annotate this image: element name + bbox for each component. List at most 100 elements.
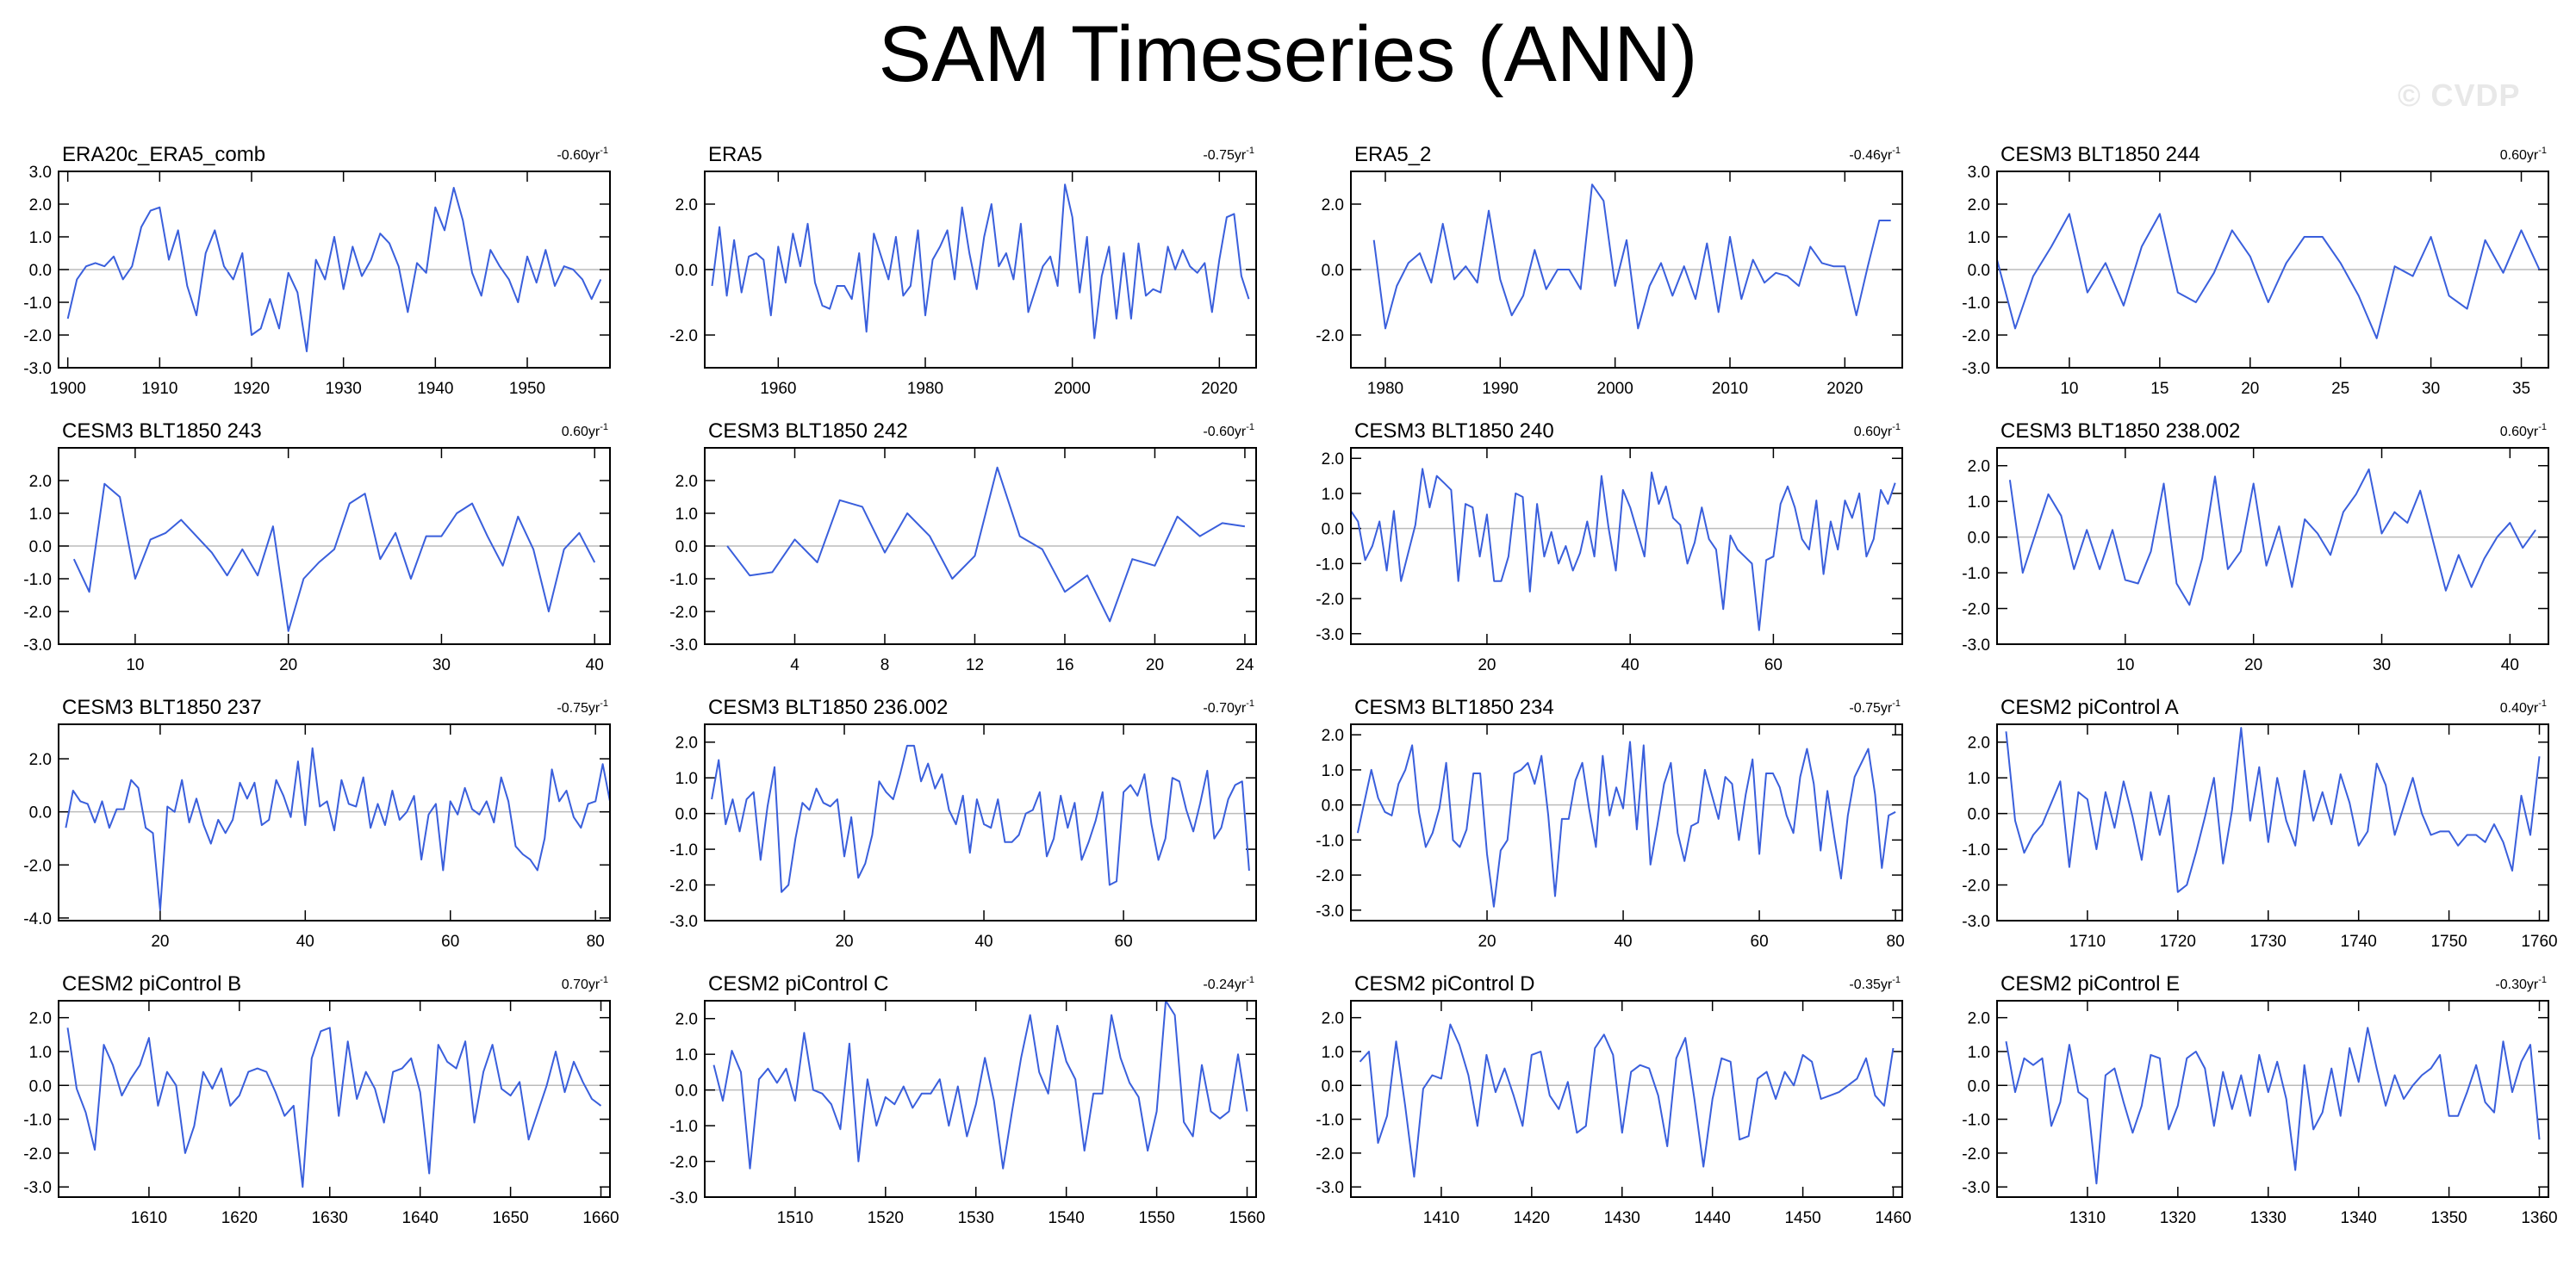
x-tick-label: 25 — [2331, 380, 2349, 398]
trend-label: -0.60yr-1 — [1203, 422, 1254, 439]
x-tick-label: 20 — [1478, 933, 1496, 951]
x-tick-label: 1710 — [2069, 933, 2106, 951]
chart-panel: CESM2 piControl C -0.24yr-1 -3.0 -2.0 -1.0 0.… — [669, 972, 1265, 1227]
y-tick-label: -3.0 — [1962, 1179, 1990, 1197]
y-tick-label: 3.0 — [29, 164, 52, 182]
y-tick-label: 0.0 — [675, 538, 698, 556]
y-tick-label: -2.0 — [669, 878, 698, 896]
plot-frame — [704, 171, 1257, 369]
panel-title: CESM2 piControl B — [62, 972, 241, 996]
y-tick-label: 0.0 — [675, 806, 698, 824]
chart-panel: CESM3 BLT1850 244 0.60yr-1 -3.0 -2.0 -1.0 0.0… — [1962, 143, 2549, 398]
y-tick-label: 0.0 — [1968, 806, 1990, 824]
x-tick-label: 2010 — [1712, 380, 1748, 398]
x-tick-label: 20 — [2244, 656, 2262, 674]
trend-label: -0.60yr-1 — [557, 146, 608, 163]
panel-title: CESM3 BLT1850 244 — [2000, 143, 2200, 166]
x-tick-label: 35 — [2512, 380, 2530, 398]
y-tick-label: -2.0 — [23, 857, 52, 875]
y-tick-label: 1.0 — [1322, 762, 1344, 780]
x-tick-label: 1320 — [2160, 1209, 2196, 1227]
plot-frame — [1996, 171, 2549, 369]
x-tick-label: 1950 — [509, 380, 545, 398]
trend-label: -0.46yr-1 — [1849, 146, 1901, 163]
plot-frame — [1996, 447, 2549, 645]
x-tick-label: 1350 — [2430, 1209, 2467, 1227]
x-tick-label: 40 — [2501, 656, 2519, 674]
y-tick-label: -2.0 — [1316, 867, 1344, 885]
y-tick-label: -2.0 — [1962, 601, 1990, 619]
panel-title: CESM3 BLT1850 242 — [708, 419, 908, 443]
x-tick-label: 20 — [151, 933, 169, 951]
trend-label: 0.60yr-1 — [1854, 422, 1901, 439]
series-line — [1350, 468, 1896, 631]
y-tick-label: -3.0 — [23, 636, 52, 655]
panel-title: CESM3 BLT1850 240 — [1354, 419, 1554, 443]
y-tick-label: -1.0 — [1962, 295, 1990, 313]
series-line — [712, 1000, 1248, 1170]
x-tick-label: 1540 — [1048, 1209, 1085, 1227]
trend-label: -0.24yr-1 — [1203, 975, 1254, 992]
y-tick-label: -2.0 — [1962, 327, 1990, 345]
y-tick-label: 1.0 — [29, 229, 52, 247]
trend-label: 0.60yr-1 — [2500, 422, 2547, 439]
series-line — [726, 466, 1246, 623]
x-tick-label: 30 — [432, 656, 451, 674]
x-tick-label: 20 — [1146, 656, 1164, 674]
x-tick-label: 4 — [790, 656, 800, 674]
panel-title: CESM2 piControl D — [1354, 972, 1534, 996]
x-tick-label: 24 — [1235, 656, 1254, 674]
x-tick-label: 20 — [1478, 656, 1496, 674]
y-tick-label: -2.0 — [23, 327, 52, 345]
y-tick-label: 2.0 — [1968, 1010, 1990, 1028]
series-line — [711, 744, 1250, 893]
plot-frame — [1350, 171, 1903, 369]
y-tick-label: 0.0 — [1322, 797, 1344, 816]
x-tick-label: 1960 — [760, 380, 796, 398]
y-tick-label: 2.0 — [29, 196, 52, 214]
series-line — [72, 482, 596, 632]
panel-title: CESM2 piControl A — [2000, 696, 2179, 719]
x-tick-label: 1610 — [131, 1209, 167, 1227]
x-tick-label: 40 — [586, 656, 604, 674]
x-tick-label: 1410 — [1423, 1209, 1459, 1227]
trend-label: 0.60yr-1 — [2500, 146, 2547, 163]
panel-title: CESM3 BLT1850 238.002 — [2000, 419, 2240, 443]
x-tick-label: 1750 — [2430, 933, 2467, 951]
chart-panel: ERA20c_ERA5_comb -0.60yr-1 -3.0 -2.0 -1.0 0.0… — [23, 143, 611, 398]
y-tick-label: 0.0 — [1322, 521, 1344, 539]
x-tick-label: 40 — [1621, 656, 1640, 674]
y-tick-label: -2.0 — [669, 604, 698, 622]
x-tick-label: 60 — [1751, 933, 1769, 951]
trend-label: -0.75yr-1 — [557, 698, 608, 716]
y-tick-label: -1.0 — [1316, 555, 1344, 574]
x-tick-label: 1340 — [2341, 1209, 2377, 1227]
y-tick-label: 2.0 — [1322, 727, 1344, 745]
y-tick-label: 2.0 — [1322, 1010, 1344, 1028]
chart-panel: CESM2 piControl D -0.35yr-1 -3.0 -2.0 -1.0 0.… — [1316, 972, 1911, 1227]
x-tick-label: 30 — [2422, 380, 2440, 398]
x-tick-label: 1650 — [492, 1209, 528, 1227]
x-tick-label: 10 — [2060, 380, 2078, 398]
plot-frame — [58, 723, 611, 922]
x-tick-label: 2000 — [1055, 380, 1091, 398]
trend-label: -0.70yr-1 — [1203, 698, 1254, 716]
x-tick-label: 1510 — [777, 1209, 813, 1227]
y-tick-label: -3.0 — [23, 360, 52, 378]
plot-frame — [704, 723, 1257, 922]
y-tick-label: 0.0 — [1968, 1077, 1990, 1095]
chart-panel: CESM2 piControl B 0.70yr-1 -3.0 -2.0 -1.0 0.0… — [23, 972, 619, 1227]
x-tick-label: 1430 — [1604, 1209, 1640, 1227]
chart-panel: CESM3 BLT1850 243 0.60yr-1 -3.0 -2.0 -1.0 0.0… — [23, 419, 611, 674]
x-tick-label: 1420 — [1514, 1209, 1550, 1227]
trend-label: 0.40yr-1 — [2500, 698, 2547, 716]
trend-label: 0.70yr-1 — [562, 975, 608, 992]
series-line — [65, 747, 611, 911]
y-tick-label: -3.0 — [669, 1189, 698, 1207]
x-tick-label: 12 — [966, 656, 984, 674]
y-tick-label: 2.0 — [29, 751, 52, 769]
y-tick-label: -2.0 — [1962, 1145, 1990, 1164]
x-tick-label: 1460 — [1875, 1209, 1911, 1227]
y-tick-label: 2.0 — [675, 1011, 698, 1029]
x-tick-label: 1310 — [2069, 1209, 2106, 1227]
